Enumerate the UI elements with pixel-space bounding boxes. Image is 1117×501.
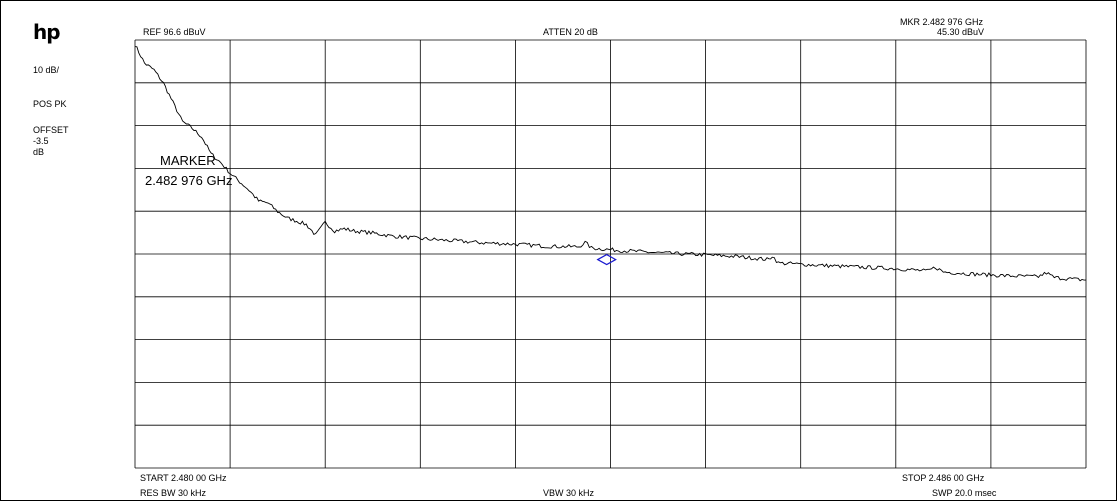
marker-annotation-freq: 2.482 976 GHz (145, 173, 232, 188)
marker-diamond-icon (596, 253, 617, 266)
scale-label: 10 dB/ (33, 65, 60, 75)
marker-level-readout: 45.30 dBuV (937, 27, 985, 37)
offset-label: OFFSET (33, 125, 69, 135)
ref-level-label: REF 96.6 dBuV (143, 27, 206, 37)
sweep-label: SWP 20.0 msec (932, 488, 997, 498)
marker-freq-readout: MKR 2.482 976 GHz (900, 17, 984, 27)
vbw-label: VBW 30 kHz (543, 488, 595, 498)
plot-grid (134, 39, 1087, 469)
offset-value: -3.5 (33, 136, 49, 146)
start-freq-label: START 2.480 00 GHz (140, 473, 227, 483)
rbw-label: RES BW 30 kHz (140, 488, 207, 498)
atten-label: ATTEN 20 dB (543, 27, 598, 37)
stop-freq-label: STOP 2.486 00 GHz (902, 473, 985, 483)
spectrum-trace (134, 46, 1086, 282)
offset-unit: dB (33, 147, 45, 157)
detector-label: POS PK (33, 99, 67, 109)
hp-logo: hp (33, 20, 61, 44)
marker-annotation-title: MARKER (160, 153, 216, 168)
